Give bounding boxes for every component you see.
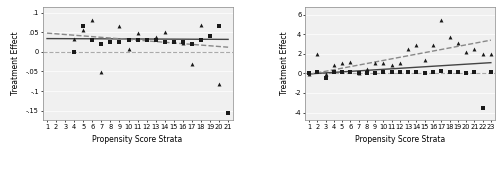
Point (380, 71, 388, 74)
Point (322, 76, 330, 79)
Point (152, 39, 160, 41)
Point (188, 43, 196, 45)
Point (338, 71, 346, 74)
Point (420, 58, 428, 61)
Point (354, 72, 362, 74)
Point (134, 39, 141, 41)
Point (438, 70, 446, 73)
Point (462, 72, 470, 74)
Point (70, 51, 78, 53)
Point (446, 71, 454, 74)
Point (179, 42, 187, 45)
Point (346, 70, 354, 73)
Point (98, 43, 106, 45)
Point (79, 29, 87, 32)
Point (338, 61, 346, 64)
Point (388, 71, 396, 73)
Point (197, 39, 205, 41)
Point (79, 25, 87, 28)
Point (160, 41, 168, 44)
Point (134, 32, 141, 34)
Point (160, 30, 168, 33)
Point (88, 39, 96, 41)
Point (396, 71, 404, 74)
Point (371, 62, 379, 64)
Point (330, 71, 338, 74)
Point (322, 73, 330, 76)
Point (106, 41, 114, 44)
Point (487, 71, 495, 74)
Point (215, 25, 223, 28)
Point (454, 71, 462, 74)
Point (429, 71, 437, 74)
Point (116, 41, 124, 44)
Point (487, 52, 495, 55)
Point (70, 38, 78, 41)
Point (346, 60, 354, 63)
Point (314, 70, 322, 73)
Point (188, 63, 196, 66)
Point (478, 52, 486, 55)
Point (371, 72, 379, 75)
Point (478, 106, 486, 109)
Point (116, 25, 124, 28)
Point (396, 61, 404, 64)
Point (98, 71, 106, 74)
Point (412, 44, 420, 46)
Point (412, 71, 420, 74)
Point (470, 48, 478, 50)
Point (354, 72, 362, 74)
Point (388, 63, 396, 66)
Point (420, 72, 428, 74)
Point (429, 44, 437, 46)
Point (170, 41, 178, 44)
Point (224, 111, 232, 114)
Point (88, 18, 96, 21)
Point (215, 83, 223, 85)
Point (363, 67, 371, 70)
Point (124, 48, 132, 51)
Point (305, 73, 313, 75)
Point (462, 51, 470, 53)
Point (330, 63, 338, 66)
Point (142, 39, 150, 41)
Point (380, 61, 388, 64)
Point (470, 71, 478, 74)
Y-axis label: Treatment Effect: Treatment Effect (12, 32, 20, 95)
Point (454, 42, 462, 45)
Point (438, 18, 446, 21)
Point (404, 48, 412, 50)
Point (446, 36, 454, 39)
X-axis label: Propensity Score Strata: Propensity Score Strata (355, 135, 445, 144)
Point (305, 72, 313, 75)
Point (314, 52, 322, 55)
Point (404, 71, 412, 74)
Point (124, 39, 132, 41)
X-axis label: Propensity Score Strata: Propensity Score Strata (92, 135, 182, 144)
Point (152, 36, 160, 38)
Point (179, 41, 187, 44)
Point (206, 35, 214, 38)
Point (363, 72, 371, 74)
Point (197, 24, 205, 27)
Y-axis label: Treatment Effect: Treatment Effect (280, 32, 289, 95)
